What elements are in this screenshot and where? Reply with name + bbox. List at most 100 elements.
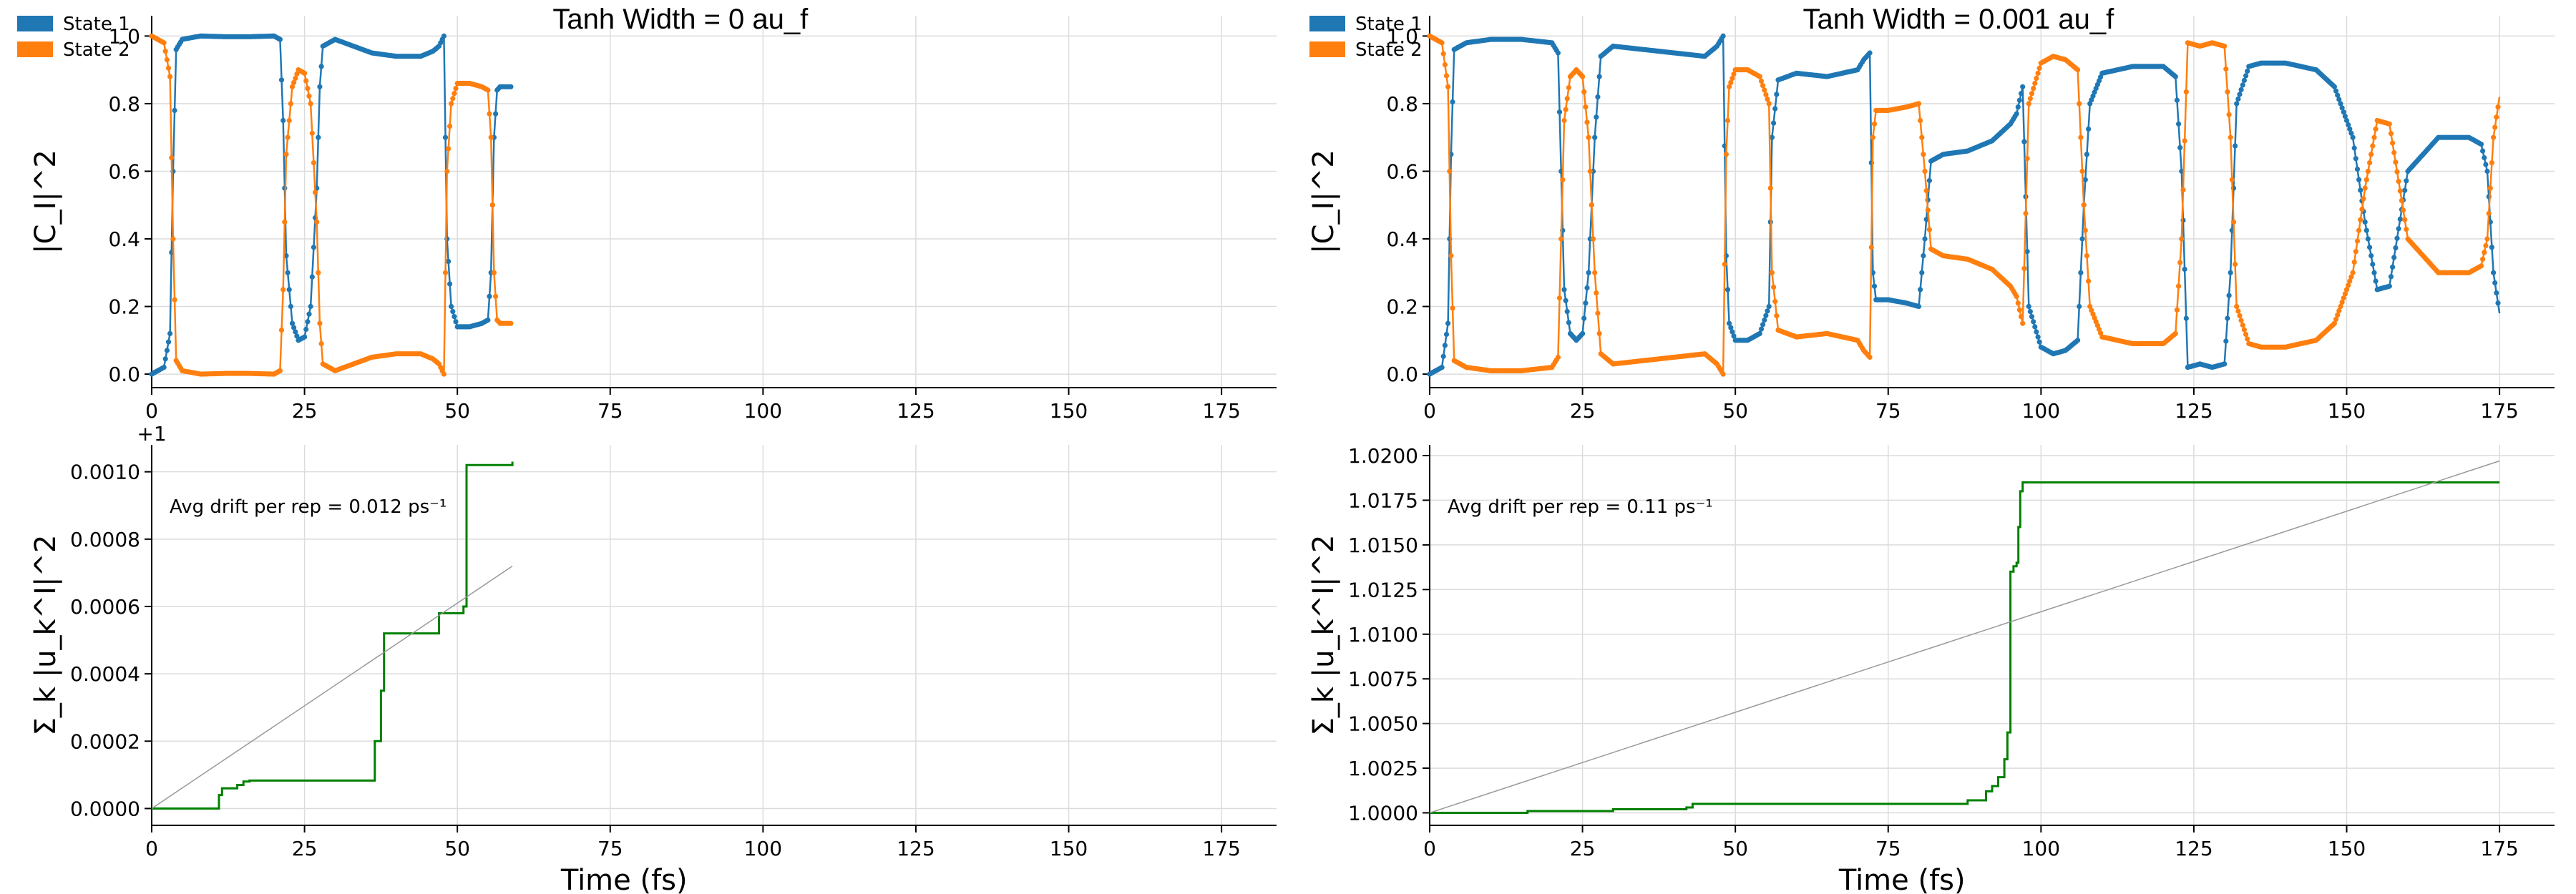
- data-point: [165, 65, 172, 71]
- y-tick-label: 0.0: [108, 363, 140, 386]
- data-point: [1445, 320, 1451, 326]
- x-tick-label: 75: [597, 837, 623, 860]
- data-point: [2077, 101, 2082, 107]
- x-tick-label: 175: [1202, 399, 1240, 423]
- data-point: [1731, 333, 1737, 339]
- legend-swatch: [1309, 16, 1345, 31]
- data-point: [2353, 156, 2358, 162]
- data-point: [2016, 307, 2022, 313]
- data-point: [2386, 121, 2392, 127]
- x-tick-label: 175: [1202, 837, 1240, 860]
- data-point: [2359, 207, 2365, 212]
- data-point: [2032, 80, 2038, 87]
- data-point: [1760, 83, 1766, 89]
- data-point: [1442, 343, 1448, 348]
- data-point: [1757, 330, 1762, 336]
- data-point: [489, 202, 495, 208]
- data-point: [2235, 308, 2241, 314]
- data-point: [2230, 219, 2237, 225]
- data-point: [288, 303, 293, 310]
- data-point: [452, 91, 457, 97]
- data-point: [1729, 75, 1735, 82]
- data-point: [2082, 177, 2088, 182]
- data-point: [2240, 322, 2245, 328]
- data-point: [2241, 77, 2247, 83]
- data-point: [2225, 89, 2230, 94]
- data-point: [2495, 104, 2501, 110]
- data-point: [2373, 278, 2379, 284]
- data-point: [2086, 126, 2092, 132]
- data-point: [491, 270, 497, 275]
- data-point: [2362, 185, 2368, 191]
- data-point: [1439, 364, 1445, 370]
- data-point: [1763, 92, 1769, 97]
- data-point: [1774, 313, 1780, 319]
- data-point: [1870, 134, 1875, 140]
- data-point: [2180, 187, 2186, 193]
- data-point: [1581, 89, 1587, 94]
- data-point: [167, 330, 173, 336]
- data-point: [2183, 315, 2189, 321]
- x-tick-label: 0: [145, 399, 158, 423]
- data-point: [2483, 162, 2489, 167]
- data-point: [447, 281, 453, 287]
- data-point: [2243, 331, 2249, 338]
- data-point: [283, 152, 289, 157]
- data-point: [1925, 207, 1931, 213]
- data-point: [2222, 361, 2228, 367]
- data-point: [2336, 308, 2342, 314]
- y-tick-label: 1.0000: [1348, 802, 1418, 825]
- chart-title: Tanh Width = 0 au_f: [552, 4, 809, 35]
- data-point: [285, 270, 291, 275]
- data-point: [311, 160, 316, 166]
- data-point: [2391, 149, 2397, 156]
- x-tick-label: 75: [1875, 837, 1901, 860]
- data-point: [318, 64, 324, 69]
- data-point: [1760, 322, 1766, 328]
- data-point: [2077, 303, 2082, 310]
- data-point: [1772, 298, 1778, 305]
- data-point: [1580, 74, 1586, 79]
- x-tick-label: 175: [2480, 399, 2518, 423]
- data-point: [1584, 285, 1590, 291]
- data-point: [493, 293, 499, 299]
- data-point: [1922, 236, 1928, 242]
- y-axis-label: |C_I|^2: [1307, 149, 1340, 254]
- data-point: [2396, 226, 2401, 232]
- data-point: [1584, 119, 1590, 125]
- data-point: [2333, 88, 2339, 94]
- data-point: [446, 146, 452, 152]
- legend-label: State 1: [1355, 14, 1423, 35]
- data-point: [2486, 210, 2492, 217]
- data-point: [2032, 324, 2038, 330]
- y-tick-label: 0.0006: [70, 595, 140, 619]
- data-point: [1440, 51, 1446, 57]
- data-point: [2226, 112, 2232, 117]
- data-point: [1561, 287, 1567, 293]
- data-point: [2482, 250, 2487, 255]
- data-point: [1440, 353, 1446, 359]
- data-point: [2075, 338, 2081, 343]
- data-point: [1921, 253, 1926, 259]
- data-point: [2245, 68, 2250, 74]
- data-point: [1769, 134, 1775, 140]
- data-point: [2393, 159, 2399, 165]
- data-point: [293, 75, 298, 82]
- data-point: [2078, 270, 2084, 275]
- data-point: [2483, 242, 2489, 249]
- data-point: [2228, 134, 2233, 140]
- data-point: [2338, 101, 2343, 107]
- data-point: [1871, 121, 1878, 127]
- data-point: [1596, 74, 1602, 79]
- data-point: [2233, 261, 2238, 267]
- data-point: [2404, 227, 2409, 232]
- x-tick-label: 50: [444, 399, 470, 423]
- data-point: [1563, 107, 1568, 112]
- data-point: [2484, 236, 2490, 242]
- data-point: [311, 245, 316, 250]
- x-tick-label: 150: [2328, 837, 2366, 860]
- y-tick-label: 1.0200: [1348, 444, 1418, 468]
- data-point: [1771, 120, 1777, 126]
- data-point: [2365, 236, 2371, 242]
- y-tick-label: 1.0125: [1348, 578, 1418, 601]
